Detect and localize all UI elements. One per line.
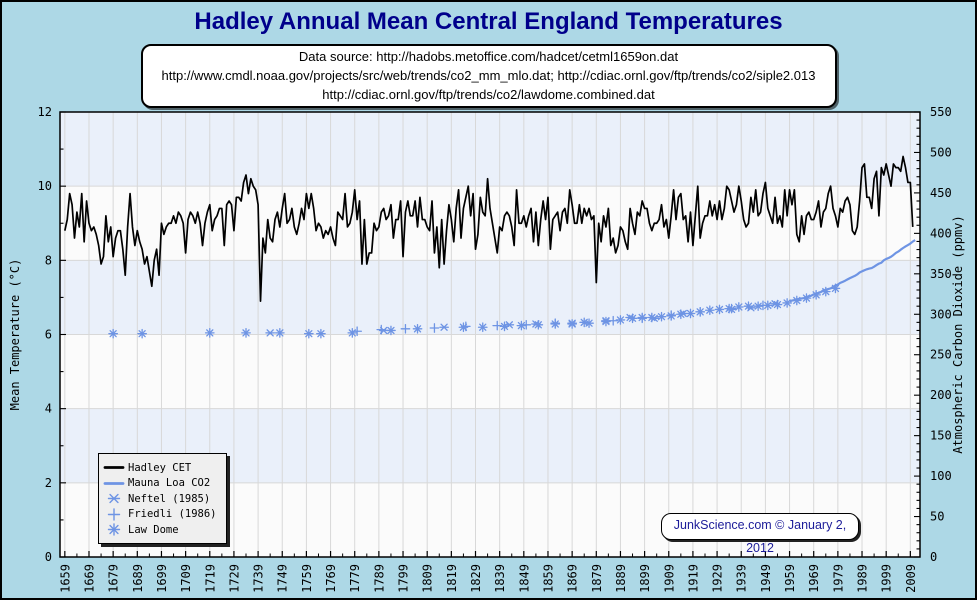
svg-text:1699: 1699 — [155, 564, 169, 593]
legend-label: Law Dome — [128, 523, 179, 536]
svg-text:1989: 1989 — [856, 564, 870, 593]
svg-text:1889: 1889 — [614, 564, 628, 593]
hadley-line-swatch-icon — [103, 466, 125, 470]
legend-item-mauna-loa: Mauna Loa CO2 — [103, 476, 222, 492]
legend: Hadley CET Mauna Loa CO2 Neftel (1985) F… — [98, 453, 227, 544]
neftel-star-marker-icon — [107, 494, 121, 504]
svg-text:1749: 1749 — [276, 564, 290, 593]
svg-text:8: 8 — [45, 253, 52, 267]
svg-text:500: 500 — [930, 145, 952, 159]
legend-item-friedli: Friedli (1986) — [103, 507, 222, 523]
svg-text:550: 550 — [930, 105, 952, 119]
svg-text:1709: 1709 — [179, 564, 193, 593]
svg-text:1999: 1999 — [880, 564, 894, 593]
svg-text:4: 4 — [45, 402, 52, 416]
legend-label: Friedli (1986) — [128, 508, 217, 521]
data-source-line: http://cdiac.ornl.gov/ftp/trends/co2/law… — [322, 87, 655, 102]
svg-text:0: 0 — [930, 550, 937, 564]
legend-item-neftel: Neftel (1985) — [103, 491, 222, 507]
svg-text:2: 2 — [45, 476, 52, 490]
svg-text:1879: 1879 — [590, 564, 604, 593]
svg-text:1779: 1779 — [348, 564, 362, 593]
svg-text:1959: 1959 — [783, 564, 797, 593]
svg-text:Atmospheric Carbon Dioxide (pp: Atmospheric Carbon Dioxide (ppmv) — [951, 215, 965, 453]
svg-text:1969: 1969 — [807, 564, 821, 593]
y-left-axis-title: Mean Temperature (°C) — [8, 259, 22, 411]
svg-text:6: 6 — [45, 328, 52, 342]
svg-text:1659: 1659 — [58, 564, 72, 593]
svg-text:1789: 1789 — [372, 564, 386, 593]
data-source-line: http://www.cmdl.noaa.gov/projects/src/we… — [161, 68, 816, 83]
page-title: Hadley Annual Mean Central England Tempe… — [194, 8, 783, 35]
svg-text:1949: 1949 — [759, 564, 773, 593]
friedli-plus-marker-icon — [107, 508, 121, 521]
svg-text:2009: 2009 — [904, 564, 918, 593]
svg-text:1759: 1759 — [300, 564, 314, 593]
svg-text:1669: 1669 — [82, 564, 96, 593]
legend-label: Hadley CET — [128, 461, 192, 474]
svg-text:100: 100 — [930, 469, 952, 483]
svg-text:1909: 1909 — [662, 564, 676, 593]
svg-text:1719: 1719 — [203, 564, 217, 593]
legend-label: Mauna Loa CO2 — [128, 477, 211, 490]
svg-text:1809: 1809 — [421, 564, 435, 593]
svg-text:1919: 1919 — [686, 564, 700, 593]
svg-text:Mean Temperature (°C): Mean Temperature (°C) — [8, 259, 22, 411]
y-right-axis-title: Atmospheric Carbon Dioxide (ppmv) — [951, 215, 965, 453]
data-source-line: Data source: http://hadobs.metoffice.com… — [298, 49, 679, 64]
svg-text:1689: 1689 — [131, 564, 145, 593]
svg-text:1979: 1979 — [831, 564, 845, 593]
svg-text:1829: 1829 — [469, 564, 483, 593]
svg-text:350: 350 — [930, 267, 952, 281]
svg-text:450: 450 — [930, 186, 952, 200]
svg-text:300: 300 — [930, 307, 952, 321]
svg-text:1799: 1799 — [397, 564, 411, 593]
svg-text:400: 400 — [930, 226, 952, 240]
svg-text:1839: 1839 — [493, 564, 507, 593]
svg-text:1729: 1729 — [227, 564, 241, 593]
svg-text:1769: 1769 — [324, 564, 338, 593]
legend-label: Neftel (1985) — [128, 492, 211, 505]
svg-text:0: 0 — [45, 550, 52, 564]
svg-text:10: 10 — [38, 179, 52, 193]
mauna-loa-line-swatch-icon — [103, 481, 125, 485]
svg-text:1869: 1869 — [566, 564, 580, 593]
svg-text:1679: 1679 — [107, 564, 121, 593]
legend-item-hadley-cet: Hadley CET — [103, 460, 222, 476]
svg-text:250: 250 — [930, 348, 952, 362]
data-source-box: Data source: http://hadobs.metoffice.com… — [140, 44, 837, 108]
svg-text:1859: 1859 — [541, 564, 555, 593]
svg-text:1939: 1939 — [735, 564, 749, 593]
svg-text:12: 12 — [38, 105, 52, 119]
svg-text:150: 150 — [930, 429, 952, 443]
svg-text:50: 50 — [930, 510, 944, 524]
svg-text:1739: 1739 — [252, 564, 266, 593]
watermark-badge: JunkScience.com © January 2, 2012 — [661, 513, 859, 555]
svg-text:1849: 1849 — [517, 564, 531, 593]
svg-text:1899: 1899 — [638, 564, 652, 593]
svg-text:1929: 1929 — [711, 564, 725, 593]
law-dome-asterisk-marker-icon — [107, 523, 121, 536]
svg-text:1819: 1819 — [445, 564, 459, 593]
legend-item-law-dome: Law Dome — [103, 522, 222, 538]
svg-text:200: 200 — [930, 388, 952, 402]
